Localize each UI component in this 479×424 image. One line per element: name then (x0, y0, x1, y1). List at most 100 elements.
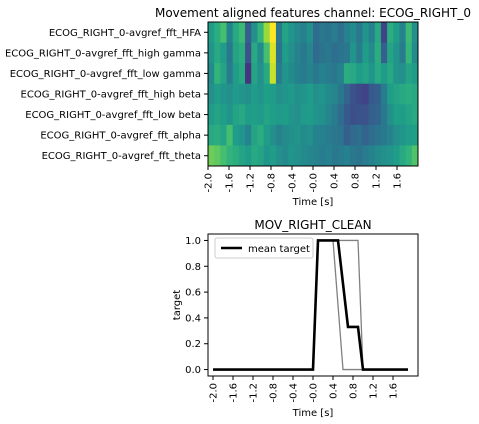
heatmap-cell (275, 83, 283, 105)
heatmap-cell (313, 42, 320, 64)
x-tick-label: -1.6 (225, 173, 236, 193)
heatmap-cell (282, 124, 289, 146)
heatmap-cell (214, 63, 221, 85)
heatmap-cell (319, 124, 326, 146)
heatmap-cell (405, 145, 413, 167)
heatmap-cell (368, 42, 376, 64)
x-tick-label: 0.8 (349, 383, 360, 399)
heatmap-cell (232, 63, 240, 85)
heatmap-cell (257, 104, 264, 126)
heatmap-cell (306, 124, 314, 146)
x-tick-label: -2.0 (209, 383, 220, 403)
heatmap-row-label: ECOG_RIGHT_0-avgref_fft_theta (42, 151, 201, 162)
y-tick-label: 0.4 (185, 313, 201, 324)
heatmap-cell (350, 124, 357, 146)
heatmap-cell (387, 83, 394, 105)
heatmap-cell (269, 124, 277, 146)
heatmap-cell (300, 22, 308, 43)
heatmap-cell (300, 104, 308, 126)
heatmap-cell (306, 104, 314, 126)
heatmap-cell (300, 42, 308, 64)
heatmap-cell (245, 63, 252, 85)
heatmap-cell (294, 22, 302, 43)
heatmap-cell (387, 145, 394, 167)
x-tick-label: 1.6 (389, 383, 400, 399)
heatmap-cell (232, 42, 240, 64)
heatmap-cell (362, 42, 369, 64)
heatmap-cell (380, 63, 388, 85)
heatmap-cell (350, 63, 357, 85)
x-tick-label: 1.2 (369, 383, 380, 399)
heatmap-cell (331, 42, 339, 64)
x-tick-label: 0.4 (330, 173, 341, 189)
heatmap-cell (374, 22, 382, 43)
heatmap-cell (263, 42, 271, 64)
heatmap-cell (387, 124, 394, 146)
heatmap-cell (208, 22, 215, 43)
y-tick-label: 0.2 (185, 339, 201, 350)
heatmap-cell (368, 124, 376, 146)
heatmap-cell (208, 145, 215, 167)
heatmap-cell (245, 42, 252, 64)
heatmap-cell (337, 63, 345, 85)
heatmap-cell (331, 145, 339, 167)
heatmap-cell (263, 83, 271, 105)
heatmap-cell (226, 83, 234, 105)
heatmap-cell (331, 63, 339, 85)
heatmap-cell (411, 145, 419, 167)
heatmap-cell (226, 42, 234, 64)
heatmap-cell (356, 42, 363, 64)
heatmap-cell (208, 42, 215, 64)
line-ylabel: target (172, 290, 183, 320)
x-tick-label: -0.4 (289, 383, 300, 403)
heatmap-cell (313, 83, 320, 105)
heatmap-cell (368, 145, 376, 167)
heatmap-cell (263, 145, 271, 167)
heatmap-cell (325, 42, 332, 64)
heatmap-cell (405, 83, 413, 105)
heatmap-row-label: ECOG_RIGHT_0-avgref_fft_high beta (21, 90, 201, 101)
heatmap-cell (294, 145, 302, 167)
heatmap-cell (405, 124, 413, 146)
heatmap-cell (331, 104, 339, 126)
heatmap-cell (393, 42, 400, 64)
heatmap-cell (214, 145, 221, 167)
heatmap-cell (393, 124, 400, 146)
heatmap-cell (362, 83, 369, 105)
heatmap-cell (269, 145, 277, 167)
heatmap-cell (337, 42, 345, 64)
heatmap-cell (263, 22, 271, 43)
heatmap-cell (411, 42, 419, 64)
heatmap-cell (325, 124, 332, 146)
heatmap-cell (269, 22, 277, 43)
x-tick-label: -2.0 (204, 173, 215, 193)
heatmap-cell (257, 145, 264, 167)
heatmap-cell (257, 83, 264, 105)
heatmap-cell (232, 124, 240, 146)
heatmap-cell (411, 22, 419, 43)
heatmap-cell (220, 42, 227, 64)
heatmap-cell (399, 124, 407, 146)
heatmap-cell (325, 83, 332, 105)
heatmap-xlabel: Time [s] (292, 197, 334, 208)
heatmap-cell (405, 22, 413, 43)
heatmap-cell (245, 124, 252, 146)
heatmap-cell (343, 63, 351, 85)
heatmap-cell (238, 42, 246, 64)
heatmap-cell (275, 104, 283, 126)
heatmap-cell (380, 22, 388, 43)
heatmap-cell (245, 104, 252, 126)
heatmap-cell (356, 83, 363, 105)
heatmap-cell (251, 104, 258, 126)
x-tick-label: 1.2 (372, 173, 383, 189)
heatmap-cell (356, 22, 363, 43)
heatmap-cells (208, 22, 419, 167)
heatmap-cell (288, 22, 295, 43)
heatmap-cell (306, 42, 314, 64)
heatmap-cell (387, 63, 394, 85)
legend-label: mean target (248, 244, 310, 255)
heatmap-cell (337, 83, 345, 105)
heatmap-cell (393, 63, 400, 85)
heatmap-cell (387, 104, 394, 126)
heatmap-cell (393, 104, 400, 126)
